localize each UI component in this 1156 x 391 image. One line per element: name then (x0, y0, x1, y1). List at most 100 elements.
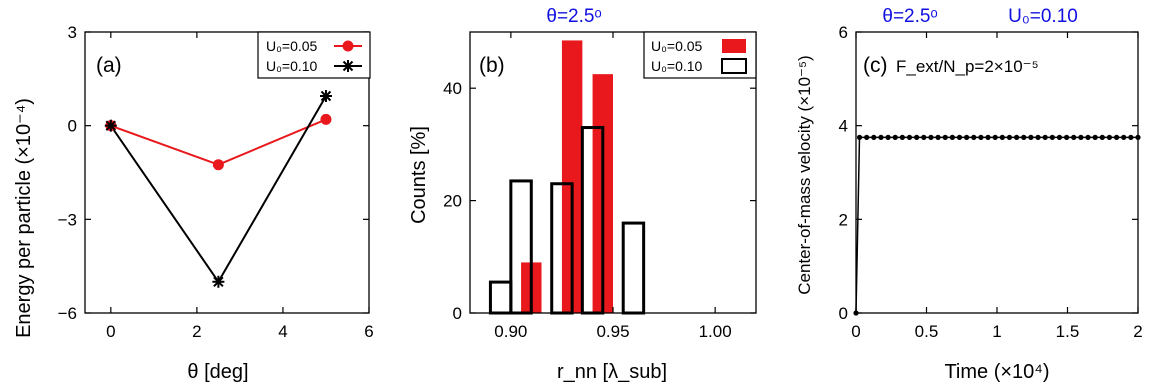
panel-a-legend-label-1: U₀=0.10 (266, 58, 318, 74)
panel-c-axes: 0 0.5 1 1.5 2 0 2 4 6 (839, 23, 1143, 341)
panel-c-point (1063, 134, 1070, 140)
panel-b-bar-s1 (488, 280, 513, 315)
panel-b-xtick-label: 0.95 (596, 322, 629, 341)
panel-c-point (1078, 134, 1084, 140)
panel-c-point (871, 134, 877, 140)
panel-a-xtick-label: 4 (278, 322, 287, 341)
panel-a-axes: 0 2 4 6 −6 −3 0 3 (58, 23, 374, 341)
panel-b-bar-s0 (561, 40, 583, 314)
panel-c-point (1106, 134, 1113, 140)
panel-c-point (892, 134, 898, 140)
panel-c-title-potential: U₀=0.10 (1008, 6, 1078, 27)
panel-c-ytick-label: 2 (839, 210, 848, 229)
panel-c-point (853, 310, 859, 316)
panel-b-label: (b) (479, 54, 505, 77)
panel-a-legend-marker-0 (342, 40, 354, 52)
panel-c-point (878, 134, 884, 140)
panel-c-point (1099, 134, 1105, 140)
panel-c-point (921, 134, 927, 140)
panel-c-xtick-label: 2 (1133, 322, 1142, 341)
panel-c-point (1071, 134, 1077, 140)
panel-a-xlabel: θ [deg] (187, 361, 248, 383)
panel-c-point (1085, 134, 1091, 140)
panel-c-point (1049, 134, 1055, 140)
panel-a-markers (103, 89, 333, 289)
panel-b-ytick-label: 20 (443, 192, 462, 211)
panel-c-point (1092, 134, 1098, 140)
panel-b-title: θ=2.5ᵒ (546, 6, 601, 27)
panel-c-point (1056, 134, 1063, 140)
panel-b-ylabel: Counts [%] (408, 126, 430, 224)
panel-c-point (956, 134, 963, 140)
panel-c-point (985, 134, 991, 140)
panel-c-point (942, 134, 948, 140)
panel-c-point (906, 134, 913, 140)
panel-c-point (1035, 134, 1041, 140)
panel-c-point (1028, 134, 1034, 140)
panel-c-point (964, 134, 970, 140)
panel-a-legend-label-0: U₀=0.05 (266, 38, 318, 54)
panel-b-legend-label-0: U₀=0.05 (651, 38, 703, 54)
panel-c-point (1042, 134, 1048, 140)
panel-c-point (885, 134, 891, 140)
panel-a-xtick-label: 6 (364, 322, 373, 341)
panel-c-label: (c) (863, 54, 888, 77)
panel-b-bar-s1 (621, 221, 646, 315)
panel-c-point (999, 134, 1005, 140)
panel-c-ylabel: Center-of-mass velocity (×10⁻⁵) (795, 55, 814, 294)
panel-c-point (935, 134, 941, 140)
panel-c-ytick-label: 0 (839, 304, 848, 323)
panel-b-ytick-label: 0 (453, 304, 462, 323)
panel-a-ytick-label: 0 (68, 117, 77, 136)
panel-c-xtick-label: 1 (992, 322, 1001, 341)
panel-a-point-s0 (212, 159, 224, 171)
panel-b-legend: U₀=0.05 U₀=0.10 (643, 31, 757, 79)
panel-b-legend-label-1: U₀=0.10 (651, 58, 703, 74)
panel-c-point (1006, 134, 1013, 140)
panel-a-ytick-label: 3 (68, 23, 77, 42)
panel-c-series-line (855, 136, 1138, 314)
panel-a-xtick-label: 2 (192, 322, 201, 341)
panel-b-xtick-label: 1.00 (699, 322, 732, 341)
panel-a-series-line-0 (110, 118, 327, 166)
panel-b-axes: 0.90 0.95 1.00 0 20 40 (443, 31, 757, 341)
panel-c-point (1135, 134, 1141, 140)
panel-a-point-s1 (318, 89, 333, 104)
panel-c-point (856, 134, 863, 140)
panel-c-xlabel: Time (×10⁴) (944, 361, 1049, 383)
panel-c-point (1113, 134, 1120, 140)
panel-a-legend: U₀=0.05 U₀=0.10 (257, 31, 371, 79)
panel-c-point (1021, 134, 1027, 140)
panel-b-xtick-label: 0.90 (494, 322, 527, 341)
panel-a-point-s1 (103, 118, 118, 133)
panel-c-point (914, 134, 920, 140)
panel-c-point (949, 134, 955, 140)
panel-b-legend-swatch-1 (721, 58, 747, 74)
panel-c: 0 0.5 1 1.5 2 0 2 4 6 (c) F_ext/N_p=2×10⁻⁵ θ=2.5… (795, 6, 1143, 383)
panel-c-point (971, 134, 977, 140)
panel-c-point (899, 134, 905, 140)
panel-c-point (978, 134, 984, 140)
panel-c-point (928, 134, 934, 140)
panel-b-legend-swatch-0 (722, 39, 746, 53)
panel-c-title-angle: θ=2.5ᵒ (882, 6, 937, 27)
panel-a-ytick-label: −6 (58, 304, 77, 323)
panel-a: 0 2 4 6 −6 −3 0 3 (a) Energy per particle (×10⁻… (13, 23, 374, 383)
panel-c-point (992, 134, 998, 140)
panel-b-xlabel: r_nn [λ_sub] (557, 361, 667, 383)
panel-c-point (864, 134, 870, 140)
panel-a-ylabel: Energy per particle (×10⁻⁴) (13, 98, 35, 338)
panel-b-bars (488, 40, 646, 315)
panel-a-point-s0 (320, 113, 332, 125)
panel-b-ytick-label: 40 (443, 79, 462, 98)
panel-a-series-line-1 (109, 95, 327, 284)
panel-c-xtick-label: 0 (851, 322, 860, 341)
panel-a-ytick-label: −3 (58, 210, 77, 229)
panel-c-point (1128, 134, 1134, 140)
panel-c-series (853, 134, 1141, 316)
panel-a-label: (a) (96, 54, 122, 77)
panel-c-ytick-label: 4 (839, 117, 848, 136)
panel-a-point-s1 (211, 274, 226, 289)
